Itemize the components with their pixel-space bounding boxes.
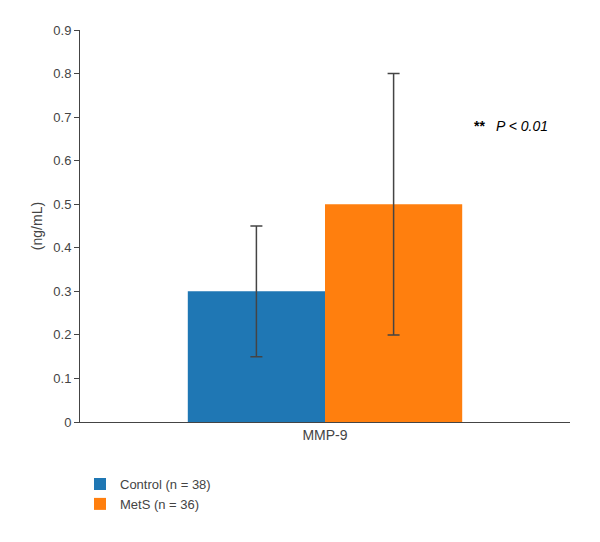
svg-text:Control (n = 38): Control (n = 38): [120, 477, 211, 492]
svg-text:**: **: [474, 118, 485, 134]
svg-text:MMP-9: MMP-9: [302, 427, 347, 443]
svg-text:(ng/mL): (ng/mL): [29, 202, 45, 250]
svg-text:0.2: 0.2: [53, 327, 71, 342]
svg-text:0.5: 0.5: [53, 197, 71, 212]
svg-text:0.3: 0.3: [53, 284, 71, 299]
svg-text:0.8: 0.8: [53, 66, 71, 81]
svg-text:0.6: 0.6: [53, 153, 71, 168]
svg-text:0.1: 0.1: [53, 371, 71, 386]
svg-text:P < 0.01: P < 0.01: [496, 118, 548, 134]
svg-text:MetS (n = 36): MetS (n = 36): [120, 497, 199, 512]
svg-text:0.9: 0.9: [53, 23, 71, 38]
svg-text:0.4: 0.4: [53, 240, 71, 255]
svg-text:0: 0: [64, 415, 71, 430]
svg-text:0.7: 0.7: [53, 110, 71, 125]
